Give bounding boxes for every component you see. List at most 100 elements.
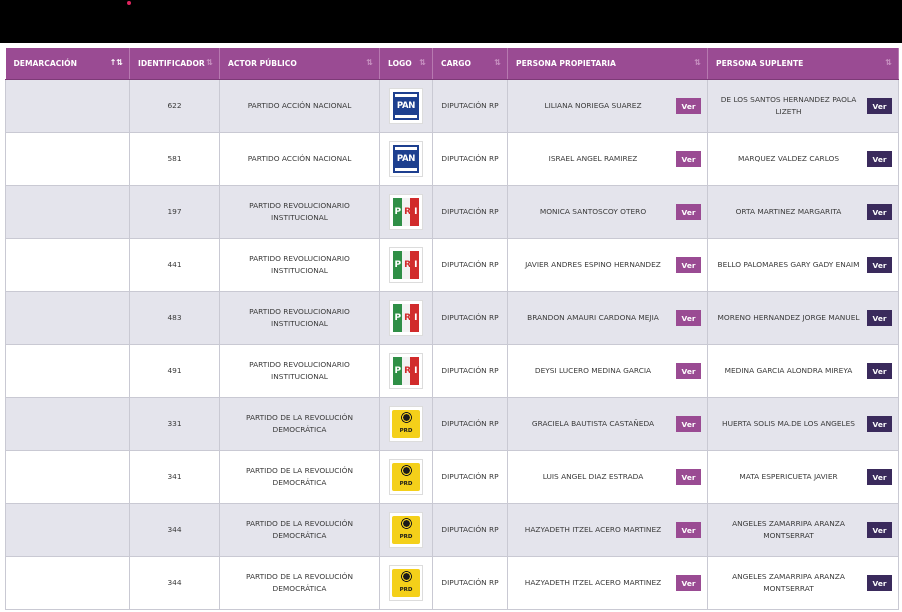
cell-cargo: DIPUTACIÓN RP [432,185,508,239]
propietaria-name: GRACIELA BAUTISTA CASTAÑEDA [531,419,655,428]
ver-propietaria-button[interactable]: Ver [676,98,701,114]
ver-propietaria-button[interactable]: Ver [676,310,701,326]
ver-suplente-button[interactable]: Ver [867,575,892,591]
cell-persona-propietaria: DEYSI LUCERO MEDINA GARCIA Ver [507,344,708,398]
cell-identificador: 344 [129,503,220,557]
cell-identificador: 197 [129,185,220,239]
cell-identificador: 491 [129,344,220,398]
results-table-container: DEMARCACIÓN ↑⇅ IDENTIFICADOR ⇅ ACTOR PÚBLI… [5,48,899,610]
table-row: 331 PARTIDO DE LA REVOLUCIÓN DEMOCRÁTICA… [5,397,899,451]
cell-cargo: DIPUTACIÓN RP [432,397,508,451]
cell-identificador: 581 [129,132,220,186]
cell-logo: PRD [379,450,433,504]
ver-propietaria-button[interactable]: Ver [676,522,701,538]
sort-icon[interactable]: ⇅ [366,58,373,67]
cell-cargo: DIPUTACIÓN RP [432,79,508,133]
suplente-name: HUERTA SOLIS MA.DE LOS ANGELES [722,419,855,428]
cell-persona-suplente: HUERTA SOLIS MA.DE LOS ANGELES Ver [707,397,899,451]
ver-suplente-button[interactable]: Ver [867,363,892,379]
suplente-name: ANGELES ZAMARRIPA ARANZA MONTSERRAT [732,519,845,540]
table-row: 344 PARTIDO DE LA REVOLUCIÓN DEMOCRÁTICA… [5,556,899,610]
ver-propietaria-button[interactable]: Ver [676,469,701,485]
ver-suplente-button[interactable]: Ver [867,469,892,485]
ver-suplente-button[interactable]: Ver [867,257,892,273]
cell-actor-publico: PARTIDO ACCIÓN NACIONAL [219,79,380,133]
column-header-actor-publico[interactable]: ACTOR PÚBLICO ⇅ [219,48,380,80]
column-header-logo[interactable]: LOGO ⇅ [379,48,433,80]
cell-persona-propietaria: GRACIELA BAUTISTA CASTAÑEDA Ver [507,397,708,451]
ver-propietaria-button[interactable]: Ver [676,416,701,432]
ver-suplente-button[interactable]: Ver [867,98,892,114]
suplente-name: MEDINA GARCIA ALONDRA MIREYA [724,366,853,375]
propietaria-name: MONICA SANTOSCOY OTERO [539,207,647,216]
cell-demarcacion [5,344,130,398]
pan-logo-icon: PAN [393,92,419,120]
ver-propietaria-button[interactable]: Ver [676,257,701,273]
ver-suplente-button[interactable]: Ver [867,151,892,167]
cell-demarcacion [5,397,130,451]
sort-icon[interactable]: ⇅ [694,58,701,67]
cell-logo: PAN [379,79,433,133]
cell-actor-publico: PARTIDO DE LA REVOLUCIÓN DEMOCRÁTICA [219,450,380,504]
cell-cargo: DIPUTACIÓN RP [432,238,508,292]
ver-suplente-button[interactable]: Ver [867,416,892,432]
column-header-label: PERSONA SUPLENTE [716,59,804,68]
cell-identificador: 341 [129,450,220,504]
prd-logo-icon: PRD [392,463,420,491]
sort-icon[interactable]: ⇅ [419,58,426,67]
cell-identificador: 622 [129,79,220,133]
party-logo: PRD [390,513,422,547]
cell-persona-propietaria: LUIS ANGEL DIAZ ESTRADA Ver [507,450,708,504]
cell-logo: PRD [379,503,433,557]
ver-propietaria-button[interactable]: Ver [676,363,701,379]
sort-icon[interactable]: ⇅ [885,58,892,67]
column-header-cargo[interactable]: CARGO ⇅ [432,48,508,80]
cell-persona-propietaria: MONICA SANTOSCOY OTERO Ver [507,185,708,239]
sort-asc-icon[interactable]: ↑⇅ [109,58,123,67]
ver-suplente-button[interactable]: Ver [867,204,892,220]
column-header-persona-propietaria[interactable]: PERSONA PROPIETARIA ⇅ [507,48,708,80]
cell-persona-suplente: MATA ESPERICUETA JAVIER Ver [707,450,899,504]
propietaria-name: BRANDON AMAURI CARDONA MEJIA [527,313,659,322]
propietaria-name: ISRAEL ANGEL RAMIREZ [548,154,638,163]
sort-icon[interactable]: ⇅ [494,58,501,67]
column-header-label: CARGO [441,59,471,68]
column-header-persona-suplente[interactable]: PERSONA SUPLENTE ⇅ [707,48,899,80]
cell-persona-suplente: MORENO HERNANDEZ JORGE MANUEL Ver [707,291,899,345]
party-logo: PRD [390,460,422,494]
ver-suplente-button[interactable]: Ver [867,522,892,538]
dot-marker [127,1,131,5]
results-table: DEMARCACIÓN ↑⇅ IDENTIFICADOR ⇅ ACTOR PÚBLI… [5,48,899,610]
propietaria-name: DEYSI LUCERO MEDINA GARCIA [534,366,652,375]
sort-icon[interactable]: ⇅ [206,58,213,67]
propietaria-name: JAVIER ANDRES ESPINO HERNANDEZ [525,260,661,269]
ver-suplente-button[interactable]: Ver [867,310,892,326]
cell-logo: PRD [379,556,433,610]
table-row: 622 PARTIDO ACCIÓN NACIONAL PAN DIPUTACI… [5,79,899,133]
ver-propietaria-button[interactable]: Ver [676,151,701,167]
cell-persona-suplente: ORTA MARTINEZ MARGARITA Ver [707,185,899,239]
pan-logo-icon: PAN [393,145,419,173]
cell-cargo: DIPUTACIÓN RP [432,503,508,557]
column-header-demarcacion[interactable]: DEMARCACIÓN ↑⇅ [5,48,130,80]
ver-propietaria-button[interactable]: Ver [676,575,701,591]
table-body: 622 PARTIDO ACCIÓN NACIONAL PAN DIPUTACI… [5,79,899,610]
cell-actor-publico: PARTIDO REVOLUCIONARIO INSTITUCIONAL [219,344,380,398]
suplente-name: BELLO PALOMARES GARY GADY ENAIM [717,260,860,269]
column-header-identificador[interactable]: IDENTIFICADOR ⇅ [129,48,220,80]
table-row: 581 PARTIDO ACCIÓN NACIONAL PAN DIPUTACI… [5,132,899,186]
cell-cargo: DIPUTACIÓN RP [432,291,508,345]
suplente-name: MATA ESPERICUETA JAVIER [739,472,838,481]
suplente-name: DE LOS SANTOS HERNANDEZ PAOLA LIZETH [720,95,857,116]
cell-persona-propietaria: HAZYADETH ITZEL ACERO MARTINEZ Ver [507,556,708,610]
prd-logo-icon: PRD [392,569,420,597]
cell-cargo: DIPUTACIÓN RP [432,556,508,610]
ver-propietaria-button[interactable]: Ver [676,204,701,220]
